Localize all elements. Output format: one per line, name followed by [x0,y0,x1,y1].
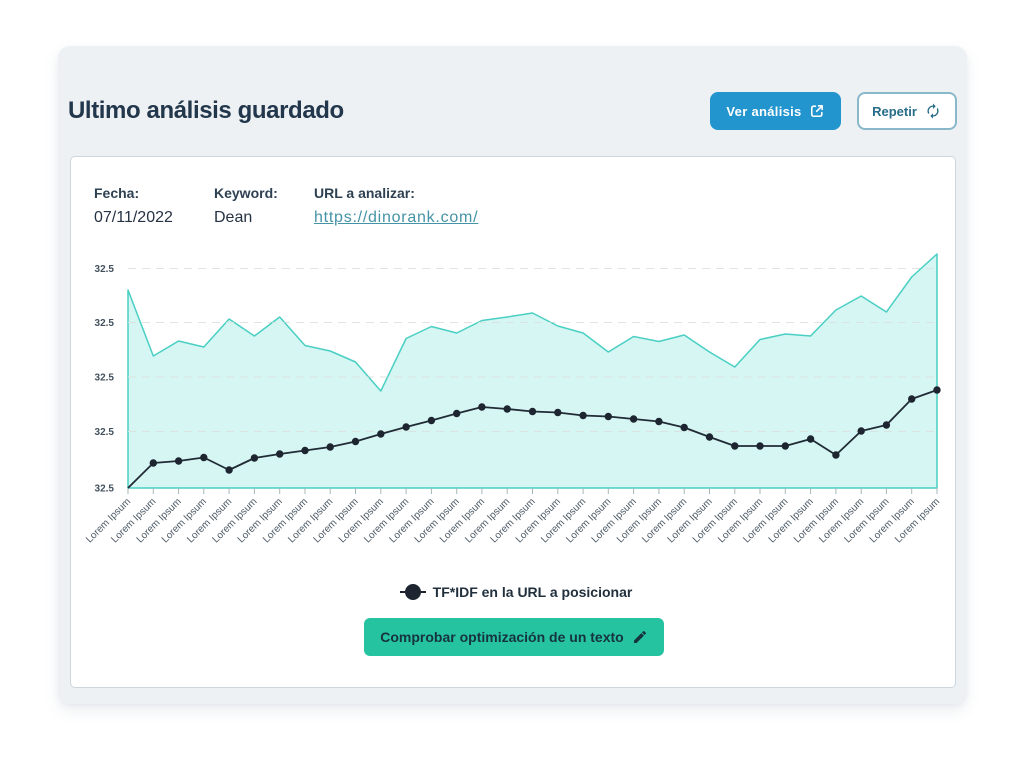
svg-text:32.5: 32.5 [95,318,115,329]
svg-text:32.5: 32.5 [95,484,115,495]
svg-text:32.5: 32.5 [95,427,115,438]
svg-text:32.5: 32.5 [95,264,115,275]
svg-text:32.5: 32.5 [95,373,115,384]
